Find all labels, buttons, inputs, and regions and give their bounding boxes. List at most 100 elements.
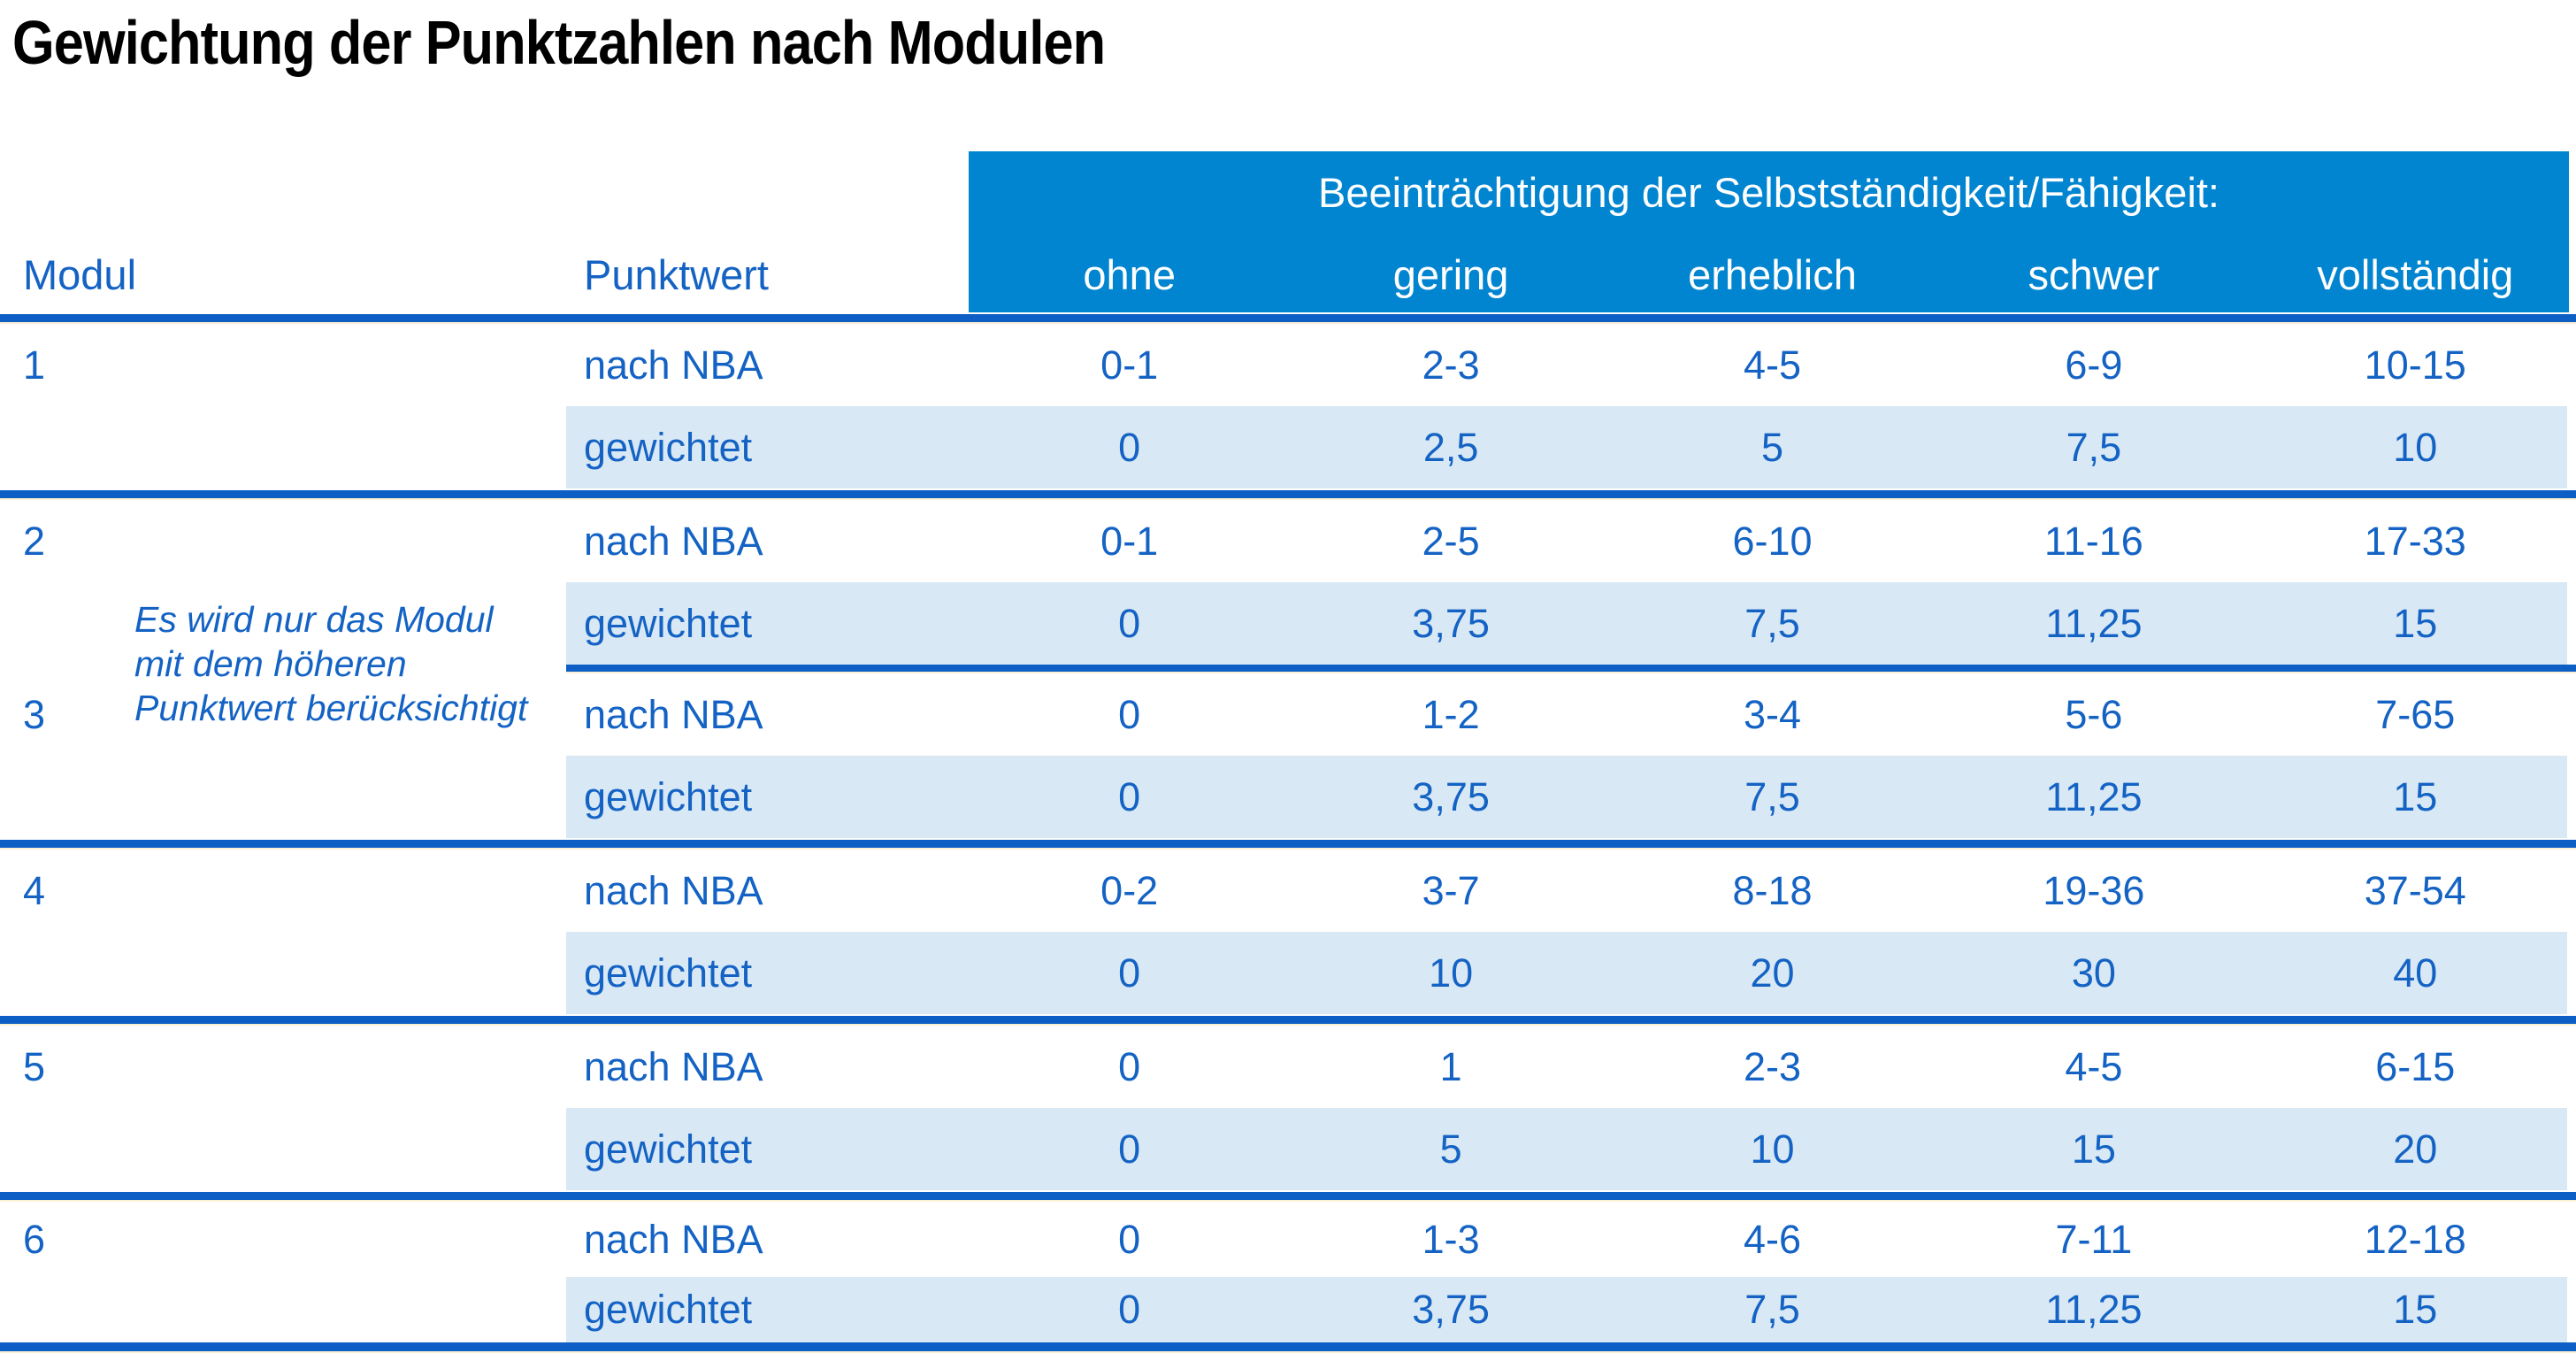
module-number: 2	[23, 518, 46, 564]
col-header-gering: gering	[1392, 250, 1509, 298]
col-header-punktwert: Punktwert	[584, 250, 769, 298]
row-label-nach-nba: nach NBA	[584, 867, 763, 913]
value-cell: 1-2	[1422, 691, 1480, 737]
module-nba-row: 4 nach NBA 0-2 3-7 8-18 19-36 37-54	[0, 850, 2576, 932]
value-cell: 3,75	[1412, 1287, 1490, 1332]
module-nba-row: 1 nach NBA 0-1 2-3 4-5 6-9 10-15	[0, 324, 2576, 406]
value-cell: 15	[2393, 1287, 2438, 1332]
value-cell: 2-5	[1422, 518, 1480, 564]
value-cell: 15	[2393, 773, 2438, 819]
module-number: 3	[23, 691, 46, 737]
table-header: Beeinträchtigung der Selbstständigkeit/F…	[0, 151, 2576, 312]
module-weighted-row: gewichtet 0 3,75 7,5 11,25 15	[0, 756, 2576, 838]
value-cell: 0	[1118, 1126, 1141, 1172]
separator-line	[0, 1190, 2576, 1202]
value-cell: 7,5	[1744, 1287, 1800, 1332]
col-header-schwer: schwer	[2028, 250, 2160, 298]
value-cell: 10	[1750, 1126, 1795, 1172]
row-label-nach-nba: nach NBA	[584, 1216, 763, 1262]
module-weighted-row: gewichtet 0 3,75 7,5 11,25 15	[0, 1277, 2576, 1342]
module-number: 4	[23, 867, 46, 913]
value-cell: 17-33	[2364, 518, 2466, 564]
value-cell: 0	[1118, 1216, 1141, 1262]
value-cell: 15	[2071, 1126, 2116, 1172]
value-cell: 0-1	[1100, 518, 1159, 564]
value-cell: 5	[1439, 1126, 1462, 1172]
value-cell: 11,25	[2045, 1287, 2143, 1332]
value-cell: 0	[1118, 600, 1141, 646]
value-cell: 2,5	[1422, 424, 1479, 470]
row-label-nach-nba: nach NBA	[584, 518, 763, 564]
value-cell: 11,25	[2045, 600, 2143, 646]
row-label-gewichtet: gewichtet	[584, 950, 753, 996]
value-cell: 7,5	[1744, 600, 1800, 646]
module-group: 2 nach NBA 0-1 2-5 6-10 11-16 17-33 gewi…	[0, 500, 2576, 665]
module-number-spacer	[0, 1277, 566, 1342]
page-title: Gewichtung der Punktzahlen nach Modulen	[12, 8, 1106, 77]
value-cell: 19-36	[2043, 867, 2145, 913]
value-cell: 10	[1429, 950, 1474, 996]
value-cell: 4-5	[1743, 342, 1802, 388]
value-cell: 15	[2393, 600, 2438, 646]
separator-line	[0, 488, 2576, 500]
weighting-table: Beeinträchtigung der Selbstständigkeit/F…	[0, 151, 2576, 1353]
module-number: 5	[23, 1043, 46, 1089]
module-weighted-row: gewichtet 0 2,5 5 7,5 10	[0, 406, 2576, 488]
module-weighted-row: gewichtet 0 5 10 15 20	[0, 1108, 2576, 1190]
module-nba-row: 6 nach NBA 0 1-3 4-6 7-11 12-18	[0, 1202, 2576, 1277]
value-cell: 7-65	[2375, 691, 2456, 737]
value-cell: 11-16	[2044, 518, 2143, 564]
row-label-gewichtet: gewichtet	[584, 424, 753, 470]
value-cell: 4-6	[1743, 1216, 1802, 1262]
value-cell: 3,75	[1412, 773, 1490, 819]
note-line: Punktwert berücksichtigt	[134, 688, 528, 728]
value-cell: 0	[1118, 1043, 1141, 1089]
separator-line	[566, 665, 2576, 673]
value-cell: 10-15	[2364, 342, 2466, 388]
separator-line	[0, 1014, 2576, 1026]
col-header-modul: Modul	[23, 250, 137, 298]
col-header-vollstaendig: vollständig	[2317, 250, 2514, 298]
value-cell: 6-10	[1732, 518, 1813, 564]
value-cell: 4-5	[2065, 1043, 2123, 1089]
value-cell: 3-7	[1422, 867, 1480, 913]
value-cell: 7,5	[1744, 773, 1800, 819]
value-cell: 1-3	[1422, 1216, 1480, 1262]
module-number-spacer	[0, 406, 566, 488]
header-band	[969, 151, 2569, 312]
module-group: 5 nach NBA 0 1 2-3 4-5 6-15 gewichtet 0 …	[0, 1026, 2576, 1190]
value-cell: 3-4	[1743, 691, 1802, 737]
value-cell: 0	[1118, 691, 1141, 737]
value-cell: 20	[2393, 1126, 2438, 1172]
value-cell: 0	[1118, 424, 1141, 470]
row-label-gewichtet: gewichtet	[584, 773, 753, 819]
value-cell: 10	[2393, 424, 2438, 470]
col-header-erheblich: erheblich	[1688, 250, 1857, 298]
value-cell: 2-3	[1422, 342, 1480, 388]
value-cell: 12-18	[2364, 1216, 2466, 1262]
value-cell: 1	[1439, 1043, 1462, 1089]
module-group: 1 nach NBA 0-1 2-3 4-5 6-9 10-15 gewicht…	[0, 324, 2576, 488]
row-label-nach-nba: nach NBA	[584, 342, 763, 388]
value-cell: 8-18	[1732, 867, 1813, 913]
module-weighted-row: gewichtet 0 10 20 30 40	[0, 932, 2576, 1014]
module-group: 3 nach NBA 0 1-2 3-4 5-6 7-65 gewichtet …	[0, 673, 2576, 838]
note-line: mit dem höheren	[134, 643, 407, 684]
value-cell: 2-3	[1743, 1043, 1802, 1089]
value-cell: 0-2	[1100, 867, 1159, 913]
row-label-gewichtet: gewichtet	[584, 600, 753, 646]
note-line: Es wird nur das Modul	[134, 599, 494, 640]
module-nba-row: 3 nach NBA 0 1-2 3-4 5-6 7-65	[0, 673, 2576, 756]
separator-line	[0, 838, 2576, 850]
value-cell: 3,75	[1412, 600, 1490, 646]
separator-line	[0, 312, 2576, 324]
module-number: 1	[23, 342, 46, 388]
module-number-spacer	[0, 756, 566, 838]
module-number: 6	[23, 1216, 46, 1262]
value-cell: 30	[2071, 950, 2116, 996]
row-label-nach-nba: nach NBA	[584, 1043, 763, 1089]
value-cell: 7-11	[2055, 1216, 2133, 1262]
value-cell: 6-15	[2375, 1043, 2456, 1089]
module-group: 6 nach NBA 0 1-3 4-6 7-11 12-18 gewichte…	[0, 1202, 2576, 1342]
